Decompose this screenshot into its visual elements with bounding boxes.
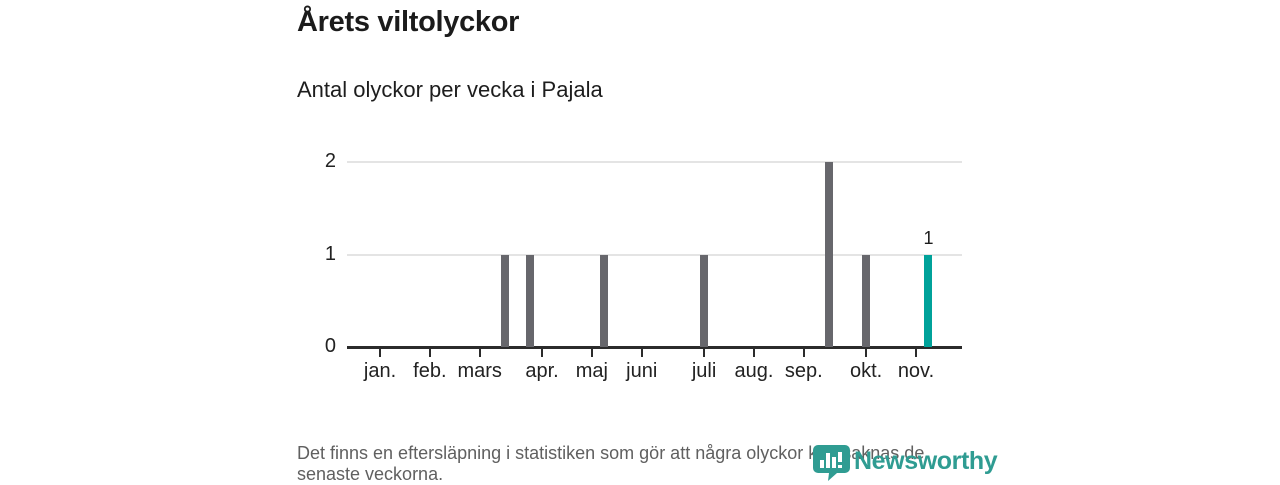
x-axis-line <box>347 345 962 349</box>
y-tick-label: 2 <box>324 150 336 172</box>
bar-value-label: 1 <box>923 227 934 248</box>
x-tick <box>428 348 431 357</box>
y-tick-label: 1 <box>324 242 336 265</box>
y-tick-label: 0 <box>324 335 336 357</box>
newsworthy-speech-bubble-bar-chart-icon <box>813 445 850 481</box>
x-tick <box>752 348 755 357</box>
x-tick-label: apr. <box>525 360 559 382</box>
footer-note: Det finns en eftersläpning i statistiken… <box>297 443 997 485</box>
x-tick <box>478 348 481 357</box>
bar <box>600 254 609 347</box>
x-tick-label: sep. <box>784 360 823 382</box>
x-tick-label: mars <box>457 360 502 382</box>
x-tick-label: maj <box>575 360 608 382</box>
x-tick-label: okt. <box>850 360 883 382</box>
bar <box>824 162 833 347</box>
x-tick <box>541 348 544 357</box>
x-tick <box>590 348 593 357</box>
x-tick <box>914 348 917 357</box>
bar <box>500 254 509 347</box>
x-tick-label: juni <box>626 360 658 382</box>
grid-line <box>347 161 962 163</box>
newsworthy-logo: Newsworthy <box>812 444 998 482</box>
x-tick <box>640 348 643 357</box>
bar <box>862 254 871 347</box>
bar <box>525 254 534 347</box>
x-tick <box>802 348 805 357</box>
x-tick-label: nov. <box>897 360 935 382</box>
grid-line <box>347 253 962 256</box>
newsworthy-logo-text: Newsworthy <box>854 447 998 475</box>
footer-note-line: senaste veckorna. <box>297 464 444 484</box>
x-tick-label: jan. <box>363 360 397 382</box>
x-tick-label: aug. <box>734 360 774 382</box>
bar-highlighted-current-week <box>924 254 933 347</box>
page-title: Årets viltolyckor <box>297 6 520 38</box>
x-tick <box>865 348 868 357</box>
bar-chart: 0 1 2 jan. feb. mars apr. maj juni juli aug. sep. ok… <box>324 150 962 382</box>
chart-subtitle: Antal olyckor per vecka i Pajala <box>297 77 603 102</box>
x-tick-label: juli <box>691 360 717 382</box>
x-tick <box>379 348 381 357</box>
footer-note-line: Det finns en eftersläpning i statistiken… <box>297 443 925 463</box>
x-tick <box>703 348 706 357</box>
x-tick-label: feb. <box>413 360 447 382</box>
bar <box>700 254 709 347</box>
